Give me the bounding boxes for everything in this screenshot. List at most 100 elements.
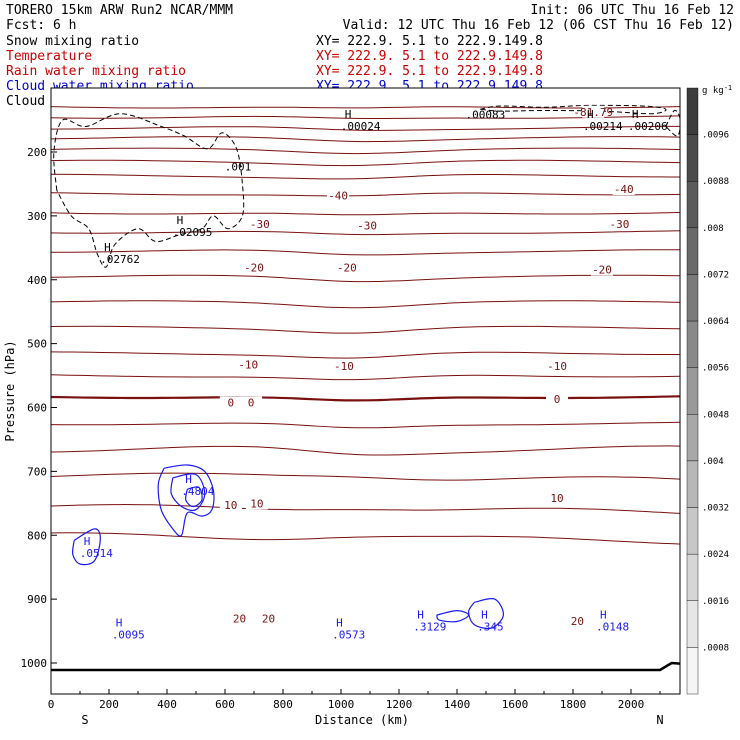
colorbar-label-0: .0096 <box>702 131 729 141</box>
y-tick-label-700: 700 <box>27 465 47 478</box>
snow-value-2: .02762 <box>100 253 140 266</box>
x-tick-label-1800: 1800 <box>560 698 587 711</box>
cloud-water-value-4: .3129 <box>413 620 446 633</box>
colorbar: .0096 .0088 .008 .0072 .0064 .0056 .0048 .004 .0… <box>686 84 732 695</box>
temp-label-13: 0 <box>248 396 255 409</box>
temp-label-bg-20 <box>566 614 589 627</box>
plot-background <box>51 88 680 694</box>
temp-label-3: -30 <box>250 218 270 231</box>
temp-label-bg-7 <box>335 261 358 274</box>
legend-name-1: Temperature <box>6 49 92 64</box>
colorbar-label-5: .0056 <box>702 364 729 374</box>
cloud-water-contour-2 <box>170 473 206 512</box>
x-tick-label-400: 400 <box>157 698 177 711</box>
temp-label-bg-14 <box>546 393 569 406</box>
colorbar-swatch-7 <box>686 414 699 462</box>
isotherm--15 <box>51 325 680 334</box>
isotherm--20 <box>51 300 680 309</box>
y-tick-label-900: 900 <box>27 593 47 606</box>
isotherm--30 <box>51 249 680 256</box>
x-tick-label-2000: 2000 <box>618 698 645 711</box>
x-tick-label-1000: 1000 <box>328 698 355 711</box>
temp-label-bg-2 <box>612 183 635 196</box>
snow-high-5: H <box>632 108 639 121</box>
temp-label-bg-6 <box>243 261 265 274</box>
x-tick-label-200: 200 <box>99 698 119 711</box>
ground-surface <box>51 661 680 672</box>
cloud-water-value-3: .0573 <box>332 629 365 642</box>
snow-value-1: .02095 <box>173 226 213 239</box>
temp-label-15: 10 <box>224 499 237 512</box>
isotherm--10 <box>51 351 680 359</box>
colorbar-label-3: .0072 <box>702 270 729 280</box>
temp-label-bg-0 <box>582 105 605 118</box>
cloud-water-contour-1 <box>157 464 215 537</box>
snow-value-0: .00024 <box>341 120 381 133</box>
cloud-water-contour-5 <box>467 598 505 630</box>
colorbar-swatch-0 <box>686 87 699 135</box>
cloud-water-high-3: H <box>336 617 343 630</box>
south-direction-label: S <box>81 713 88 727</box>
y-tick-label-300: 300 <box>27 210 47 223</box>
cloud-water-value-5: .345 <box>477 620 504 633</box>
y-tick-label-800: 800 <box>27 529 47 542</box>
temp-label-10: -10 <box>334 360 354 373</box>
isotherm--60 <box>51 147 680 155</box>
colorbar-label-10: .0016 <box>702 597 729 607</box>
temp-label-bg-15 <box>219 499 242 512</box>
snow-high-0: H <box>345 108 352 121</box>
y-tick-label-1000: 1000 <box>21 657 48 670</box>
contour-labels: -81.79 -40 -40 -30 -30 -30 -20 -20 -20 -10 -10 -10 0… <box>80 105 668 642</box>
plot-frame <box>50 87 681 695</box>
colorbar-label-6: .0048 <box>702 410 729 420</box>
temp-label-1: -40 <box>328 189 348 202</box>
colorbar-unit: g kg-1 <box>702 84 732 96</box>
colorbar-swatch-2 <box>686 181 699 229</box>
isotherm--50 <box>51 173 680 180</box>
colorbar-swatch-8 <box>686 460 699 508</box>
isotherm--70 <box>51 125 680 131</box>
forecast-hour: Fcst: 6 h <box>6 18 76 33</box>
cloud-water-high-1: H <box>185 473 192 486</box>
isotherm-10 <box>51 445 680 456</box>
temp-label-bg-9 <box>237 358 260 371</box>
legend-name-0: Snow mixing ratio <box>6 34 139 49</box>
isotherm--65 <box>51 136 680 143</box>
colorbar-swatch-4 <box>686 274 699 322</box>
cloud-water-value-6: .0148 <box>596 620 629 633</box>
temp-label-bg-3 <box>248 218 271 231</box>
header: TORERO 15km ARW Run2 NCAR/MMM Init: 06 U… <box>6 3 734 33</box>
cloud-water-high-0: H <box>84 535 91 548</box>
legend-xy-1: XY= 222.9. 5.1 to 222.9.149.8 <box>316 49 543 64</box>
snow-value-6: .00083 <box>466 109 506 122</box>
colorbar-label-4: .0064 <box>702 317 729 327</box>
cloud-water-contour-3 <box>184 486 203 508</box>
isotherm--5 <box>51 374 680 381</box>
isotherm-0 <box>51 395 680 402</box>
isotherm--40 <box>51 212 680 216</box>
colorbar-swatch-5 <box>686 320 699 368</box>
north-direction-label: N <box>656 713 663 727</box>
temp-label-bg-11 <box>546 359 569 372</box>
snow-value-5: .00206 <box>628 120 668 133</box>
temp-label-11: -10 <box>547 360 567 373</box>
model-title: TORERO 15km ARW Run2 NCAR/MMM <box>6 3 233 18</box>
temp-label-bg-4 <box>356 219 379 232</box>
cloud-water-contour-4 <box>436 609 470 623</box>
cloud-water-contour-0 <box>71 528 101 566</box>
temp-label-bg-1 <box>327 189 350 202</box>
isotherm-15 <box>51 472 680 481</box>
cloud-water-high-2: H <box>116 617 123 630</box>
cloud-water-high-5: H <box>481 608 488 621</box>
colorbar-swatch-11 <box>686 600 699 648</box>
colorbar-swatch-9 <box>686 507 699 555</box>
cloud-water-high-6: H <box>600 608 607 621</box>
isotherm-25 <box>51 532 680 545</box>
isotherm--25 <box>51 274 680 283</box>
x-tick-label-1400: 1400 <box>444 698 471 711</box>
cloud-water-high-4: H <box>417 608 424 621</box>
temp-label-17: 10 <box>550 492 563 505</box>
colorbar-label-11: .0008 <box>702 643 729 653</box>
snow-contour-0 <box>53 113 245 268</box>
